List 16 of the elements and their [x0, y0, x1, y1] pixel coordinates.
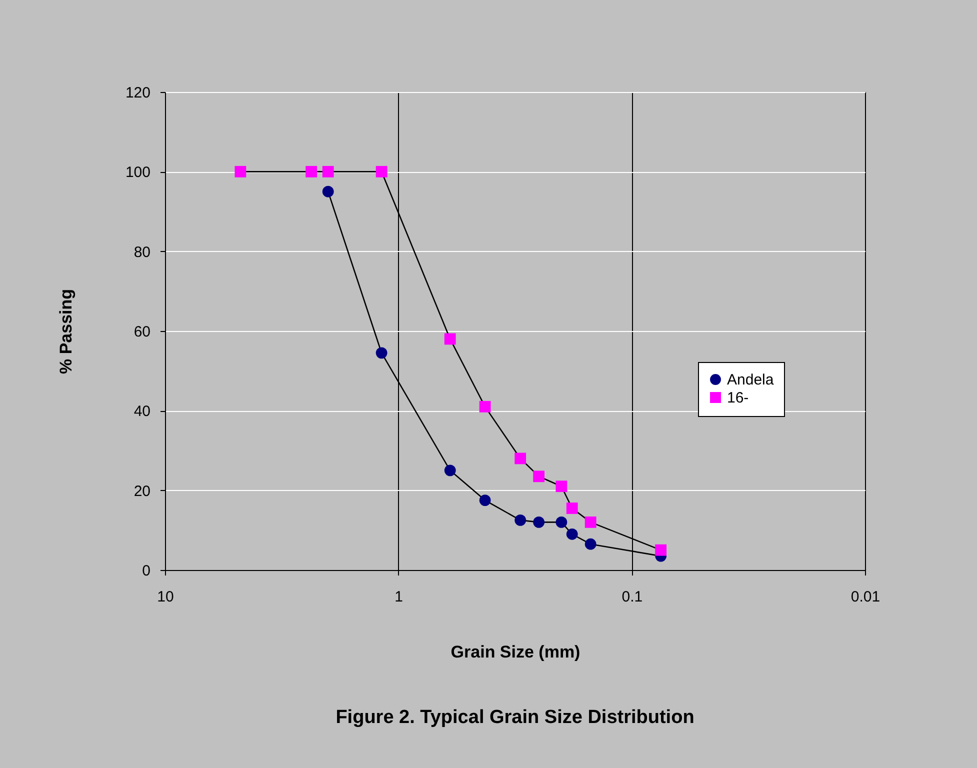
x-tick-label: 0.01	[850, 588, 880, 606]
y-tick-label: 0	[142, 562, 150, 580]
y-tick-label: 40	[134, 403, 150, 420]
y-tick-label: 20	[134, 482, 150, 500]
x-axis-title: Grain Size (mm)	[450, 642, 580, 662]
x-tick-label: 0.1	[622, 588, 643, 606]
y-tick-label: 120	[125, 84, 150, 102]
y-tick-label: 60	[134, 324, 150, 340]
text: Figure 2. Typical Grain Size Distribution	[336, 707, 694, 728]
y-axis-title: % Passing	[56, 288, 76, 374]
x-tick-label: 1	[394, 588, 404, 606]
y-tick-label: 80	[134, 244, 150, 261]
legend-label: 16-	[727, 390, 749, 406]
legend-label: Andela	[727, 372, 774, 388]
y-tick-label: 100	[125, 164, 150, 182]
x-tick-label: 10	[157, 588, 174, 606]
